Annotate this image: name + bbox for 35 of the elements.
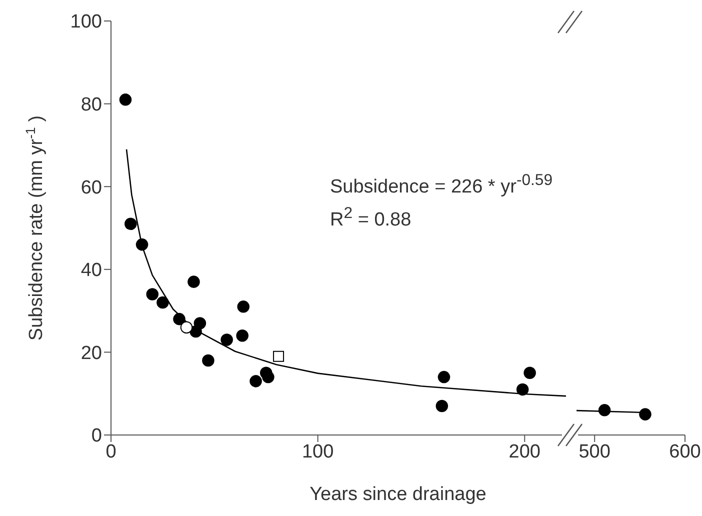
point (119, 94, 132, 106)
y-tick-label: 40 (80, 260, 102, 282)
point (273, 350, 284, 362)
point (250, 375, 262, 388)
point (237, 300, 250, 313)
point (173, 312, 186, 326)
y-tick-label: 0 (91, 426, 102, 447)
line-series (126, 148, 566, 397)
point (156, 296, 169, 309)
point (236, 330, 248, 342)
y-tick-label: 100 (70, 12, 102, 33)
x-tick-label: 500 (578, 441, 610, 462)
point (524, 366, 536, 380)
point (220, 334, 233, 346)
point (146, 288, 159, 300)
x-tick-label: 0 (106, 441, 116, 462)
point (262, 370, 274, 384)
point (194, 317, 206, 330)
point (124, 218, 137, 230)
y-tick-label: 60 (80, 177, 102, 198)
y-tick-label: 20 (80, 342, 102, 364)
annotation: R$^{2}$ = 0.88 (330, 205, 412, 232)
point (180, 321, 193, 334)
point (188, 276, 200, 288)
point (436, 400, 448, 412)
x-axis-title: Years since drainage (308, 484, 488, 506)
point (136, 238, 148, 251)
point (438, 370, 450, 384)
y-tick-label: 80 (80, 94, 102, 116)
x-tick-label: 600 (669, 441, 701, 462)
x-tick-label: 200 (508, 441, 540, 462)
point (516, 383, 529, 396)
point (202, 354, 214, 367)
annotation: Subsidence = 226 * yr$^{-0.59}$ (330, 172, 553, 198)
x-tick-label: 100 (302, 441, 334, 462)
